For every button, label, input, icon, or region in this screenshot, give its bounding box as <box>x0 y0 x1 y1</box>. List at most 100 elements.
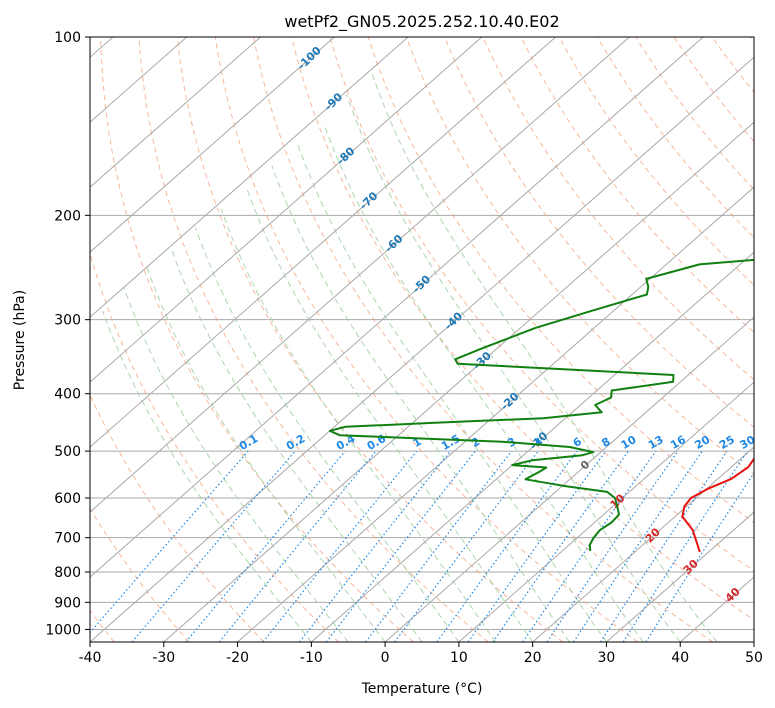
plot-frame <box>89 36 755 643</box>
isotherm-line <box>311 251 754 642</box>
mixing-ratio-label: 2 <box>469 435 482 450</box>
isotherm-line <box>90 56 754 642</box>
dry-adiabat <box>253 37 713 642</box>
dewpoint-line <box>328 258 754 551</box>
dry-adiabat <box>138 37 489 642</box>
dry-adiabat <box>711 37 754 93</box>
mixing-ratio-line <box>546 450 679 642</box>
mixing-ratio-line <box>185 450 346 642</box>
mixing-ratio-label: 36 <box>758 433 775 452</box>
mixing-ratio-line <box>365 450 513 642</box>
y-tick-label: 1000 <box>45 622 81 638</box>
dry-adiabat <box>597 37 754 239</box>
isotherm-line <box>90 37 556 448</box>
moist-adiabat <box>371 72 718 642</box>
dry-adiabat <box>90 393 265 642</box>
mixing-ratio-line <box>645 471 754 642</box>
isotherm-line <box>532 446 754 642</box>
x-axis-ticks: -40 -30 -20 -10 0 10 20 30 40 50 <box>79 642 763 666</box>
y-axis-ticks: 100 200 300 400 500 600 700 800 900 1000 <box>45 30 90 638</box>
isotherm-line <box>90 37 704 578</box>
isotherm-label: -100 <box>295 44 324 73</box>
moist-adiabat <box>195 227 460 642</box>
dry-adiabat <box>90 251 339 642</box>
isotherm-line <box>753 641 754 642</box>
x-tick-label: -40 <box>79 650 102 666</box>
x-tick-label: -20 <box>226 650 249 666</box>
plot-area: -100-90-80-70-60-50-40-30-20-10010203040… <box>90 37 775 642</box>
mixing-ratio-label: 30 <box>738 433 758 452</box>
x-axis-label: Temperature (°C) <box>361 681 483 697</box>
moist-adiabats <box>102 72 718 642</box>
mixing-ratio-line <box>622 450 749 642</box>
mixing-ratio-label: 10 <box>619 433 639 452</box>
isotherm-line <box>90 37 188 123</box>
dry-adiabat <box>558 37 754 286</box>
mixing-ratio-line <box>131 450 296 642</box>
dry-adiabats <box>90 37 754 642</box>
mixing-ratio-line <box>262 450 418 642</box>
x-tick-label: 50 <box>745 650 763 666</box>
dry-adiabat <box>520 37 754 334</box>
y-tick-label: 500 <box>54 444 81 460</box>
y-tick-label: 400 <box>54 387 81 403</box>
x-tick-label: 20 <box>524 650 542 666</box>
dry-adiabat <box>90 507 190 642</box>
mixing-ratio-label: 13 <box>646 433 666 452</box>
isotherm-line <box>90 37 335 253</box>
mixing-ratio-label: 0.2 <box>284 432 307 453</box>
moist-adiabat <box>296 141 607 642</box>
dry-adiabat <box>214 37 639 642</box>
mixing-ratio-line <box>90 450 249 634</box>
isotherm-line <box>90 37 261 188</box>
isotherm-line <box>90 37 409 318</box>
isotherm-line <box>90 37 483 383</box>
mixing-ratio-lines <box>90 450 754 642</box>
y-axis-label: Pressure (hPa) <box>12 290 28 390</box>
x-tick-label: -30 <box>152 650 175 666</box>
mixing-ratio-label: 0.6 <box>365 432 389 453</box>
moist-adiabat <box>323 123 644 642</box>
y-tick-label: 100 <box>54 30 81 46</box>
mixing-ratio-line <box>467 450 607 642</box>
y-tick-label: 600 <box>54 491 81 507</box>
isotherm-line <box>384 316 754 642</box>
y-tick-label: 200 <box>54 208 81 224</box>
mixing-ratio-line <box>573 450 703 642</box>
moist-adiabat <box>220 208 497 642</box>
dry-adiabat <box>329 37 754 572</box>
moist-adiabat <box>271 165 570 642</box>
moist-adiabat <box>171 251 423 642</box>
dry-adiabat <box>405 37 754 476</box>
dry-adiabat <box>482 37 754 381</box>
mixing-ratio-line <box>600 450 728 642</box>
mixing-ratio-line <box>394 450 539 642</box>
moist-adiabat <box>246 188 534 642</box>
x-tick-label: 40 <box>671 650 689 666</box>
isotherm-line <box>90 37 630 513</box>
y-tick-label: 700 <box>54 531 81 547</box>
dry-adiabat <box>444 37 754 428</box>
dry-adiabat <box>635 37 754 191</box>
mixing-ratio-label: 16 <box>668 433 688 452</box>
mixing-ratio-line <box>522 450 657 642</box>
mixing-ratio-line <box>299 450 451 642</box>
y-tick-label: 800 <box>54 565 81 581</box>
x-tick-label: -10 <box>300 650 323 666</box>
mixing-ratio-line <box>325 450 476 642</box>
dry-adiabat <box>100 37 414 642</box>
dry-adiabat <box>291 37 754 621</box>
mixing-ratio-label: 20 <box>692 433 712 452</box>
mixing-ratio-line <box>218 450 377 642</box>
isotherm-line <box>606 511 754 642</box>
chart-title: wetPf2_GN05.2025.252.10.40.E02 <box>284 12 559 32</box>
mixing-ratio-label: 25 <box>717 433 737 452</box>
isotherm-line <box>679 576 754 642</box>
moist-adiabat <box>123 287 349 642</box>
dry-adiabat <box>673 37 754 143</box>
dry-adiabat <box>367 37 754 524</box>
moist-adiabat <box>346 94 681 642</box>
y-tick-label: 300 <box>54 313 81 329</box>
